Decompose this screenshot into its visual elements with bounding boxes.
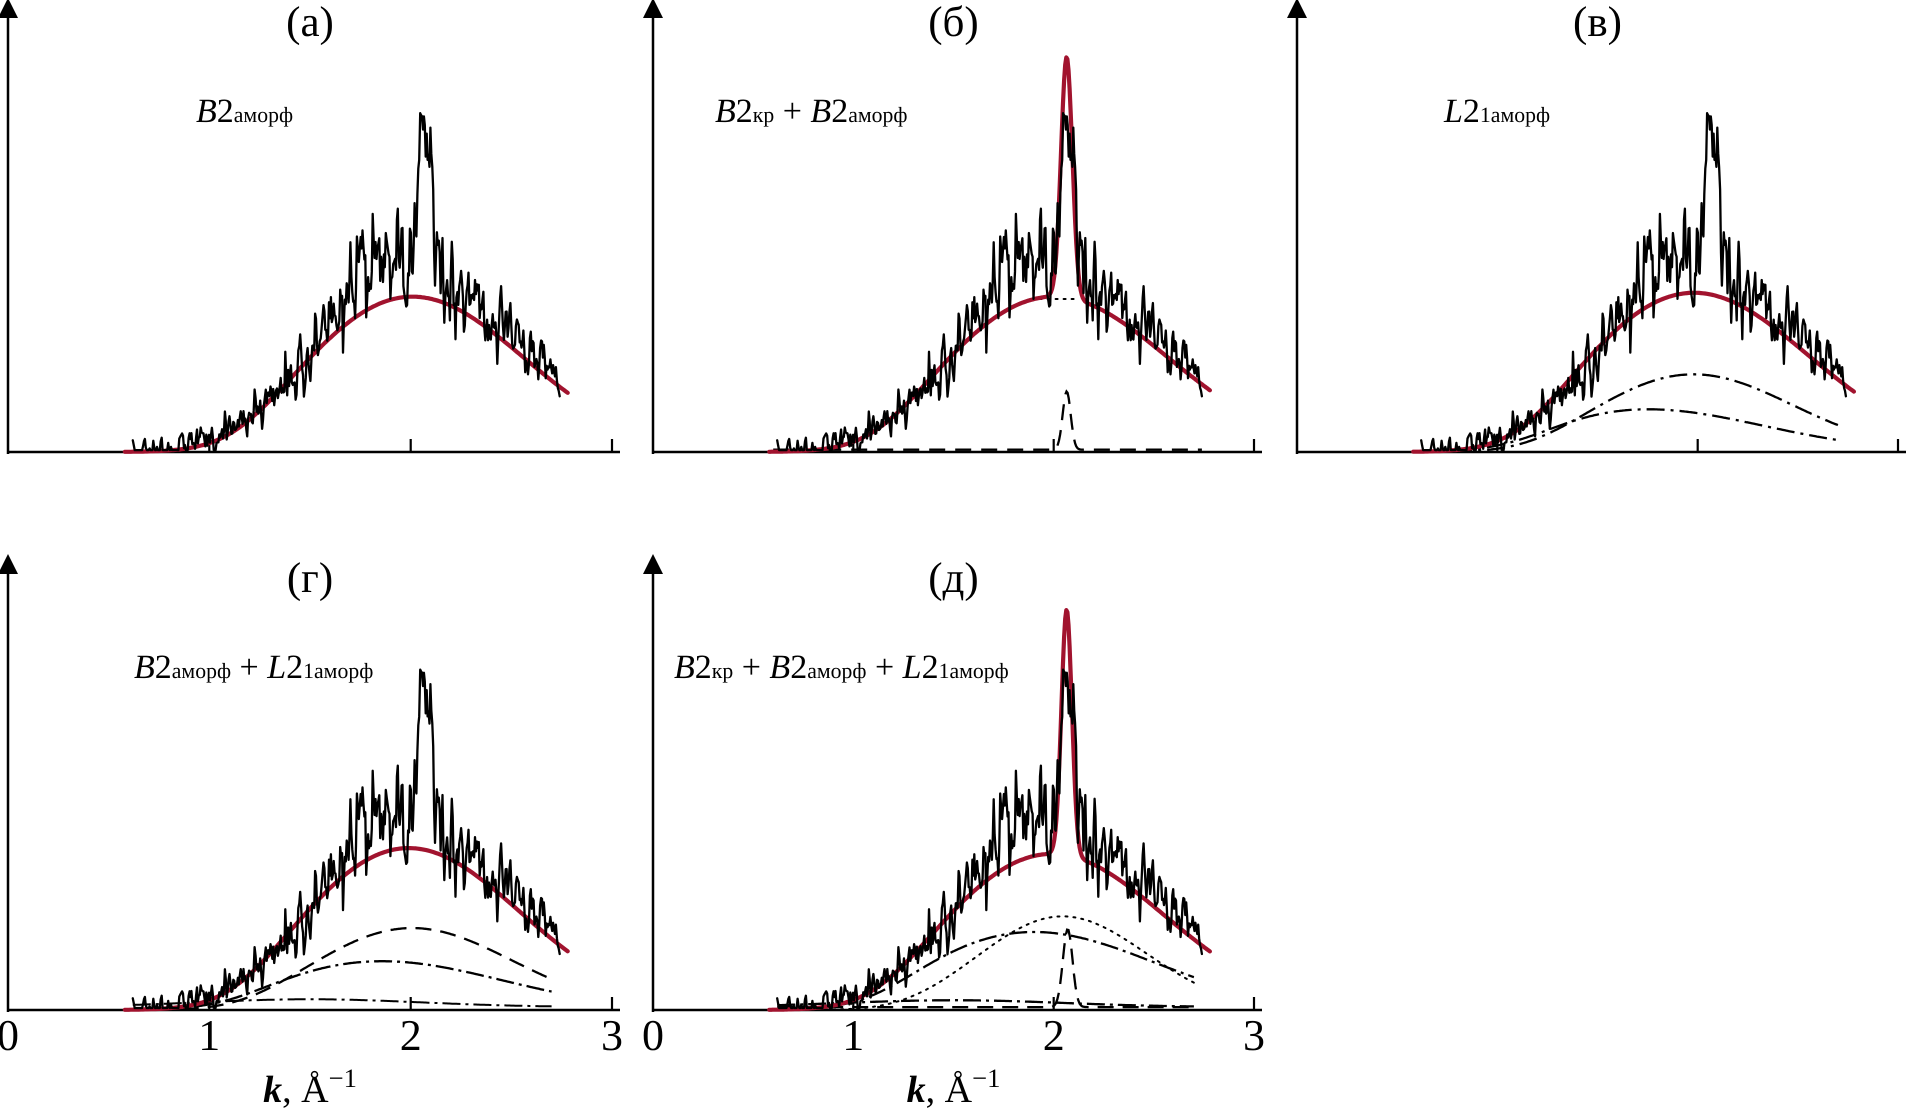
svg-text:3: 3	[1243, 1011, 1265, 1060]
svg-text:2: 2	[400, 1011, 422, 1060]
svg-text:1: 1	[842, 1011, 864, 1060]
svg-text:2: 2	[1043, 1011, 1065, 1060]
svg-text:1: 1	[198, 1011, 220, 1060]
svg-text:0: 0	[642, 1011, 664, 1060]
svg-text:0: 0	[0, 1011, 19, 1060]
svg-text:(а): (а)	[286, 0, 334, 46]
svg-text:(г): (г)	[287, 555, 333, 602]
svg-text:(б): (б)	[928, 0, 979, 46]
svg-text:(д): (д)	[928, 555, 979, 602]
svg-text:3: 3	[601, 1011, 623, 1060]
svg-text:(в): (в)	[1573, 0, 1622, 46]
